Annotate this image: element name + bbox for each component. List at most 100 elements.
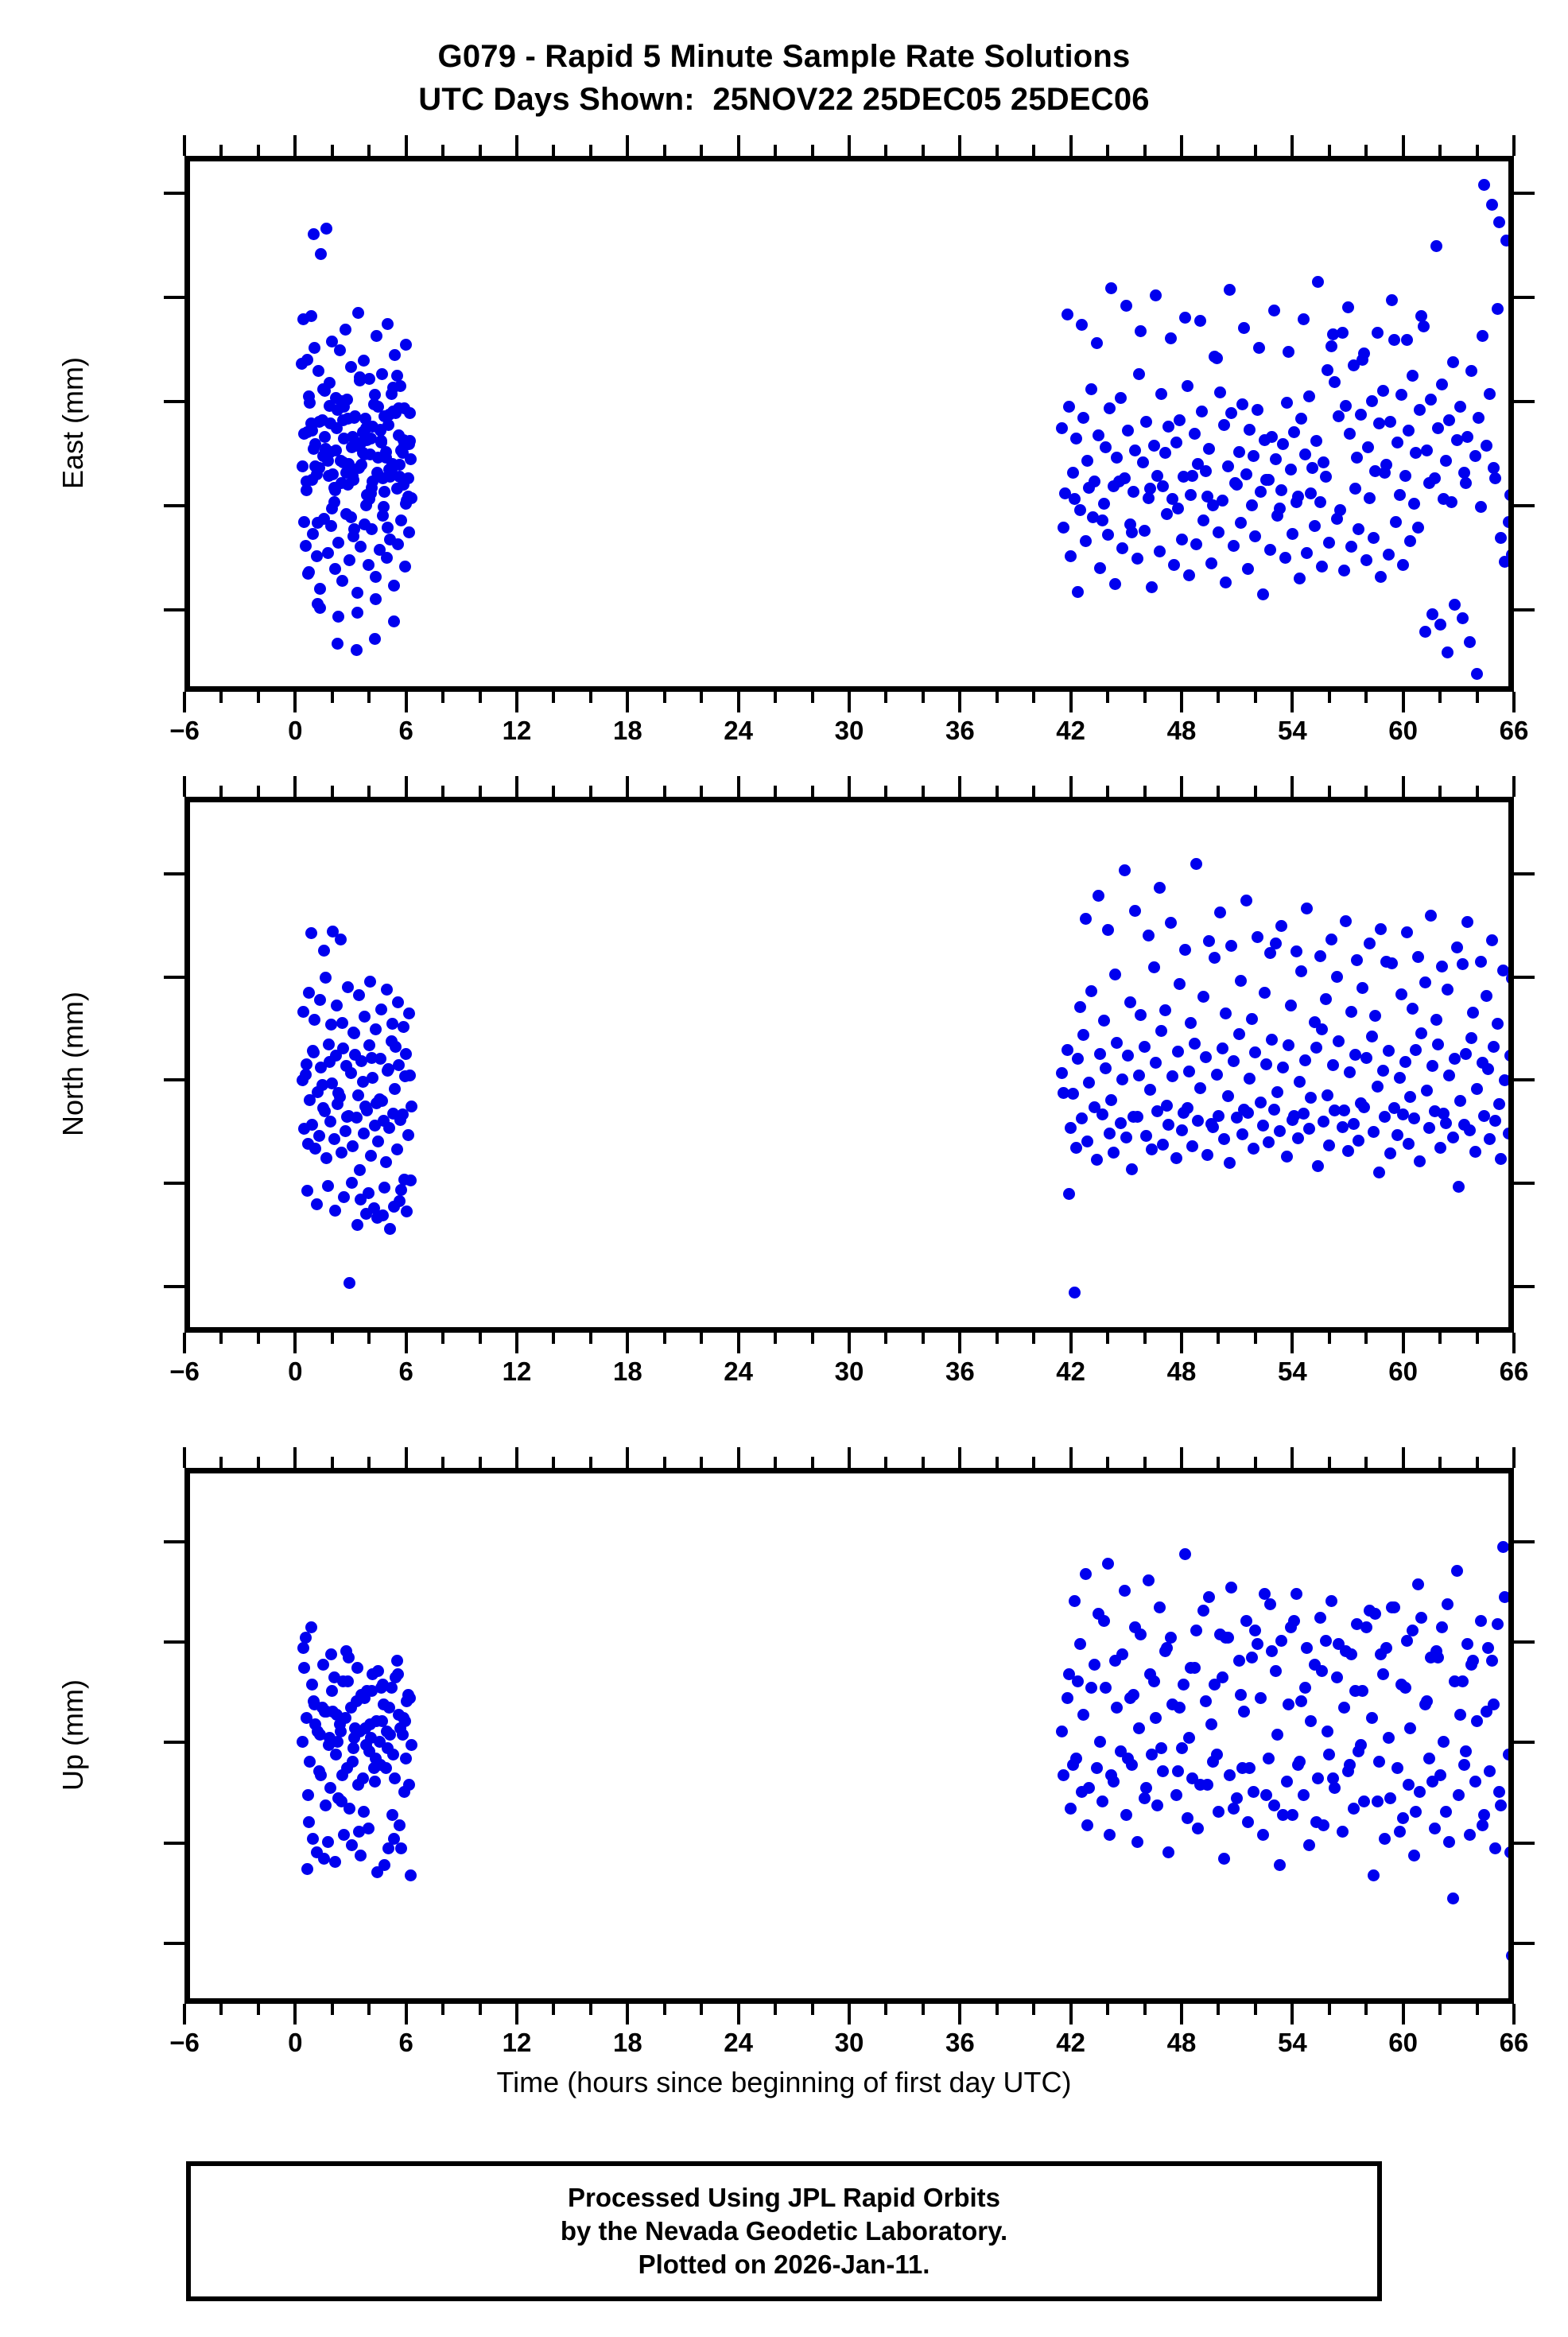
x-tick-label: 66 [1499,1357,1529,1386]
data-point [391,538,404,550]
x-tick-major [1512,2004,1516,2024]
data-point [1111,1702,1124,1714]
data-point [302,1788,315,1801]
data-point [390,1655,403,1667]
data-point [1114,1116,1127,1129]
data-point [1155,1741,1167,1754]
data-point [1384,416,1396,429]
x-tick-major [958,1333,962,1353]
x-tick-minor [330,1457,334,1468]
data-point [1498,556,1508,569]
x-tick-minor [330,1333,334,1344]
data-point [1081,454,1094,467]
data-point [1319,993,1332,1006]
data-point [394,380,407,393]
y-tick [1514,1942,1535,1946]
x-tick-major [1290,1333,1294,1353]
data-point [1284,464,1297,476]
y-tick [1514,1284,1535,1288]
data-point [1238,1705,1251,1718]
x-tick-minor [884,2004,888,2015]
data-point [1159,1644,1171,1657]
data-point [1096,1108,1108,1121]
data-point [1175,534,1188,546]
y-tick [1514,1741,1535,1745]
data-point [366,522,378,535]
data-point [1434,1141,1446,1154]
data-point [1085,984,1097,997]
data-point [337,1042,350,1055]
x-tick-major [736,1447,740,1468]
data-point [332,638,344,650]
x-tick-minor [1364,786,1368,797]
data-point [1201,490,1214,503]
data-point [311,597,324,610]
x-tick-minor [1438,2004,1442,2015]
data-point [1151,1105,1164,1118]
data-point [1179,1547,1192,1560]
x-tick-major [183,2004,186,2024]
data-point [308,228,320,241]
x-tick-minor [1438,1457,1442,1468]
chart-title-block: G079 - Rapid 5 Minute Sample Rate Soluti… [0,35,1568,121]
chart-title-line2: UTC Days Shown: 25NOV22 25DEC05 25DEC06 [418,82,1150,117]
data-point [1114,392,1127,405]
data-point [1411,522,1424,534]
data-point [1364,938,1376,950]
data-point [1131,1110,1143,1123]
data-point [1124,996,1136,1008]
x-tick-label: 24 [724,1357,754,1386]
data-point [1271,510,1284,522]
data-point [310,549,323,562]
data-point [363,976,376,988]
data-point [1070,1752,1083,1764]
data-point [1482,1063,1495,1076]
data-point [1225,939,1238,952]
data-point [1107,1776,1120,1788]
panel-north-yticks-right [1514,797,1535,1333]
data-point [1306,462,1319,475]
x-tick-major [293,692,297,712]
data-point [1232,445,1245,458]
data-point [1077,411,1090,424]
data-point [385,387,398,400]
data-point [1255,1096,1267,1108]
x-tick-label: 42 [1056,1357,1086,1386]
x-tick-minor [1217,145,1221,156]
x-tick-major [1069,692,1073,712]
data-point [1100,441,1112,453]
data-point [1212,526,1225,538]
panel-east-frame [184,156,1514,692]
data-point [339,324,351,336]
x-tick-minor [1475,1333,1479,1344]
x-tick-minor [367,1333,371,1344]
x-tick-minor [1475,692,1479,703]
x-tick-label: 54 [1277,1357,1307,1386]
data-point [1155,387,1167,400]
data-point [1386,1601,1399,1613]
data-point [1461,1638,1474,1651]
data-point [299,1068,312,1081]
data-point [1347,1802,1360,1815]
data-point [306,1044,319,1057]
data-point [1454,1708,1467,1721]
data-point [1127,486,1140,499]
data-point [1170,1151,1182,1164]
x-tick-minor [478,145,482,156]
data-point [378,410,391,422]
data-point [1382,1044,1395,1057]
data-point [320,222,333,235]
x-tick-minor [774,2004,778,2015]
data-point [1207,499,1219,511]
data-point [376,368,388,381]
data-point [1506,972,1508,985]
data-point [1193,1081,1206,1094]
x-tick-minor [1364,692,1368,703]
data-point [298,515,311,528]
data-point [328,484,341,497]
data-point [1266,1033,1279,1046]
data-point [1308,1015,1321,1028]
x-tick-minor [256,786,260,797]
data-point [321,546,334,559]
data-point [299,539,312,552]
